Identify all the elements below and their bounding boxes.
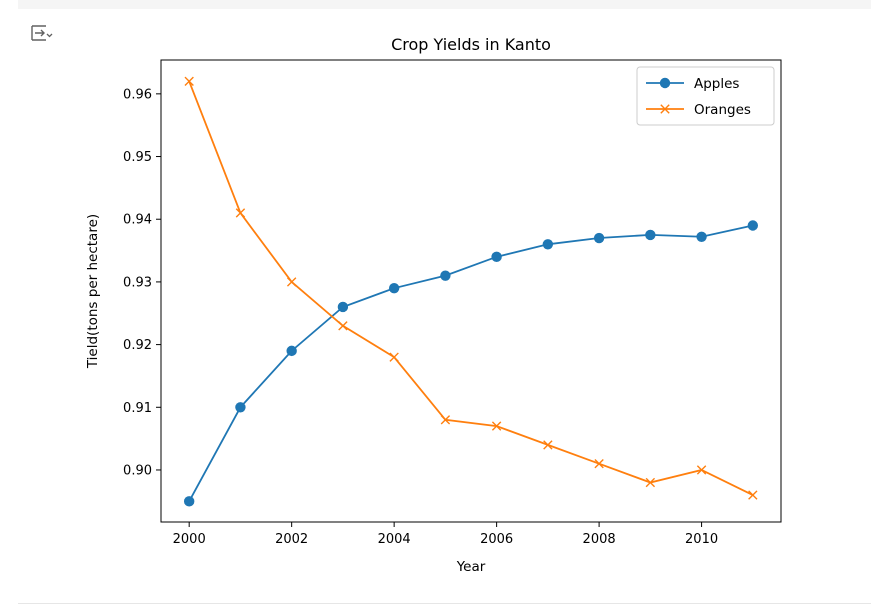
cell-top-strip	[18, 0, 871, 9]
data-point-apples	[593, 232, 605, 244]
data-point-apples	[183, 496, 195, 507]
legend-label-apples: Apples	[694, 76, 739, 92]
data-point-apples	[747, 220, 759, 231]
data-point-oranges	[184, 76, 194, 87]
y-tick-label: 0.95	[123, 150, 152, 165]
data-point-oranges	[440, 415, 451, 425]
legend-marker-apples	[659, 77, 671, 89]
output-collapse-icon[interactable]	[28, 22, 54, 44]
x-tick-label: 2000	[173, 532, 206, 547]
legend-box	[636, 66, 775, 126]
data-point-oranges	[696, 465, 707, 475]
data-point-apples	[337, 301, 349, 313]
y-tick-label: 0.92	[123, 338, 152, 353]
x-tick-label: 2006	[480, 532, 513, 547]
x-tick-label: 2008	[583, 532, 616, 547]
data-point-apples	[388, 282, 400, 294]
chart-title: Crop Yields in Kanto	[391, 35, 551, 54]
data-point-oranges	[286, 277, 297, 287]
data-point-apples	[491, 251, 502, 263]
y-tick-label: 0.96	[123, 87, 152, 102]
data-point-oranges	[543, 440, 553, 450]
y-tick-label: 0.91	[123, 401, 152, 416]
legend: Apples Oranges	[636, 66, 775, 126]
cell-gutter	[0, 0, 18, 614]
data-point-oranges	[389, 352, 399, 362]
data-point-apples	[440, 270, 451, 281]
data-point-oranges	[645, 477, 656, 488]
data-point-apples	[286, 345, 297, 357]
data-point-apples	[235, 402, 246, 413]
x-tick-label: 2010	[685, 532, 718, 547]
y-axis-label: Tield(tons per hectare)	[85, 214, 101, 369]
data-point-oranges	[594, 459, 604, 469]
data-point-oranges	[338, 321, 348, 331]
x-tick-label: 2004	[378, 532, 411, 547]
data-point-oranges	[491, 421, 502, 431]
legend-label-oranges: Oranges	[694, 102, 751, 118]
data-point-apples	[645, 229, 656, 241]
legend-marker-oranges	[660, 104, 670, 114]
cell-bottom-border	[18, 603, 871, 604]
x-axis-label: Year	[456, 559, 486, 575]
data-point-apples	[696, 231, 707, 242]
data-point-apples	[542, 239, 554, 250]
y-tick-label: 0.94	[123, 213, 152, 228]
data-point-oranges	[748, 490, 758, 500]
plot-area-frame	[160, 59, 782, 523]
data-point-oranges	[235, 208, 246, 218]
y-tick-label: 0.93	[123, 275, 152, 290]
y-tick-label: 0.90	[123, 463, 152, 478]
series-line-apples	[188, 224, 754, 502]
series-line-oranges	[188, 80, 754, 496]
x-tick-label: 2002	[275, 532, 308, 547]
